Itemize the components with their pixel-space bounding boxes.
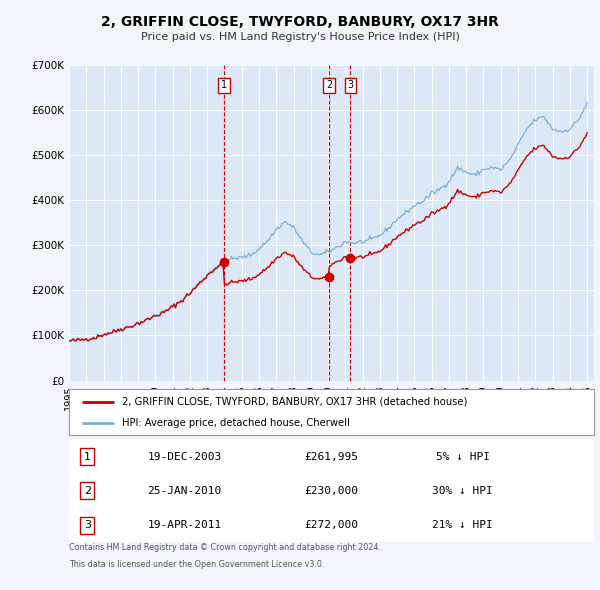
Text: 25-JAN-2010: 25-JAN-2010 (148, 486, 221, 496)
Text: HPI: Average price, detached house, Cherwell: HPI: Average price, detached house, Cher… (121, 418, 349, 428)
Text: 5% ↓ HPI: 5% ↓ HPI (436, 452, 490, 461)
Text: 2, GRIFFIN CLOSE, TWYFORD, BANBURY, OX17 3HR: 2, GRIFFIN CLOSE, TWYFORD, BANBURY, OX17… (101, 15, 499, 30)
Text: 19-DEC-2003: 19-DEC-2003 (148, 452, 221, 461)
Text: 3: 3 (347, 80, 353, 90)
Text: 2, GRIFFIN CLOSE, TWYFORD, BANBURY, OX17 3HR (detached house): 2, GRIFFIN CLOSE, TWYFORD, BANBURY, OX17… (121, 397, 467, 407)
Text: £261,995: £261,995 (305, 452, 359, 461)
Text: 19-APR-2011: 19-APR-2011 (148, 520, 221, 530)
Text: £230,000: £230,000 (305, 486, 359, 496)
Text: Price paid vs. HM Land Registry's House Price Index (HPI): Price paid vs. HM Land Registry's House … (140, 32, 460, 42)
Text: 21% ↓ HPI: 21% ↓ HPI (433, 520, 493, 530)
Text: 3: 3 (84, 520, 91, 530)
Text: This data is licensed under the Open Government Licence v3.0.: This data is licensed under the Open Gov… (69, 560, 325, 569)
Text: 2: 2 (326, 80, 332, 90)
Text: 2: 2 (84, 486, 91, 496)
Text: £272,000: £272,000 (305, 520, 359, 530)
Text: 1: 1 (221, 80, 227, 90)
Text: 30% ↓ HPI: 30% ↓ HPI (433, 486, 493, 496)
Text: 1: 1 (84, 452, 91, 461)
Text: Contains HM Land Registry data © Crown copyright and database right 2024.: Contains HM Land Registry data © Crown c… (69, 543, 381, 552)
